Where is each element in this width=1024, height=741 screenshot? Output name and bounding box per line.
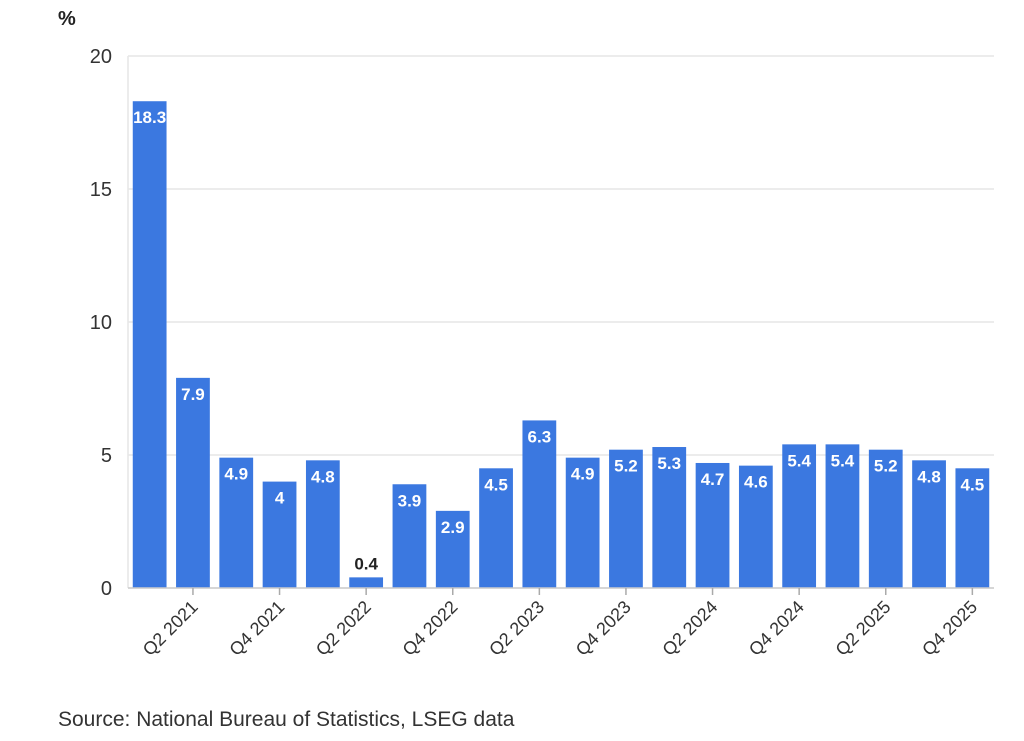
data-labels: 18.3 7.9 4.9 4 4.8 0.4 3.9 2.9 4.5 6.3 4.9 5.2 5.3 4.… (133, 108, 984, 573)
data-label: 4.9 (224, 465, 248, 484)
source-note: Source: National Bureau of Statistics, L… (58, 708, 515, 731)
bar (392, 484, 427, 588)
y-tick-label: 10 (90, 312, 112, 334)
bar (652, 447, 687, 588)
bar (219, 457, 254, 588)
bar (176, 377, 210, 588)
y-tick-label: 0 (101, 578, 112, 600)
data-label: 4.8 (311, 467, 335, 486)
data-label: 4.9 (571, 465, 595, 484)
data-label: 5.2 (874, 457, 898, 476)
x-tick-label: Q2 2023 (485, 597, 548, 660)
bar (522, 420, 557, 588)
y-tick-label: 15 (90, 179, 112, 201)
data-label: 18.3 (133, 108, 166, 127)
bar (695, 462, 730, 588)
bar (825, 444, 860, 588)
y-tick-label: 5 (101, 445, 112, 467)
bar (782, 444, 817, 588)
data-label: 2.9 (441, 518, 465, 537)
bar (349, 577, 384, 588)
data-label: 5.2 (614, 457, 638, 476)
x-axis: Q2 2021 Q4 2021 Q2 2022 Q4 2022 Q2 2023 Q4 20… (128, 587, 994, 660)
bar-chart: 0 5 10 15 20 18.3 7.9 4.9 4 4.8 0.4 3.9 2.9 4.5 6.3 4.… (90, 46, 994, 660)
data-label: 3.9 (398, 491, 422, 510)
y-axis: 0 5 10 15 20 (90, 46, 129, 600)
y-tick-label: 20 (90, 46, 112, 68)
data-label: 4 (275, 489, 285, 508)
bar (132, 101, 167, 588)
bar (912, 460, 946, 588)
bar (479, 468, 513, 588)
data-label: 4.8 (917, 467, 941, 486)
bar (738, 465, 773, 588)
data-label: 4.5 (484, 475, 508, 494)
y-axis-unit-label: % (58, 8, 76, 30)
data-label: 5.4 (831, 451, 855, 470)
x-tick-label: Q4 2022 (399, 597, 462, 660)
data-label: 5.3 (657, 454, 681, 473)
data-label: 4.6 (744, 473, 768, 492)
data-label: 4.5 (961, 475, 985, 494)
x-tick-label: Q2 2025 (832, 597, 895, 660)
bar (435, 510, 470, 588)
x-tick-label: Q4 2025 (918, 597, 981, 660)
bar (262, 481, 297, 588)
data-label: 0.4 (354, 554, 378, 573)
x-tick-label: Q4 2024 (745, 597, 808, 660)
bars (132, 101, 990, 588)
bar (305, 460, 340, 588)
x-tick-label: Q2 2022 (312, 597, 375, 660)
x-tick-label: Q2 2024 (658, 597, 721, 660)
bar (955, 468, 990, 588)
bar (609, 449, 643, 588)
bar (868, 449, 903, 588)
bar (565, 457, 600, 588)
x-tick-label: Q4 2023 (572, 597, 635, 660)
data-label: 7.9 (181, 385, 205, 404)
data-label: 6.3 (528, 427, 552, 446)
data-label: 4.7 (701, 470, 725, 489)
gridlines (128, 55, 994, 589)
x-tick-label: Q2 2021 (139, 597, 202, 660)
data-label: 5.4 (787, 451, 811, 470)
x-tick-label: Q4 2021 (225, 597, 288, 660)
